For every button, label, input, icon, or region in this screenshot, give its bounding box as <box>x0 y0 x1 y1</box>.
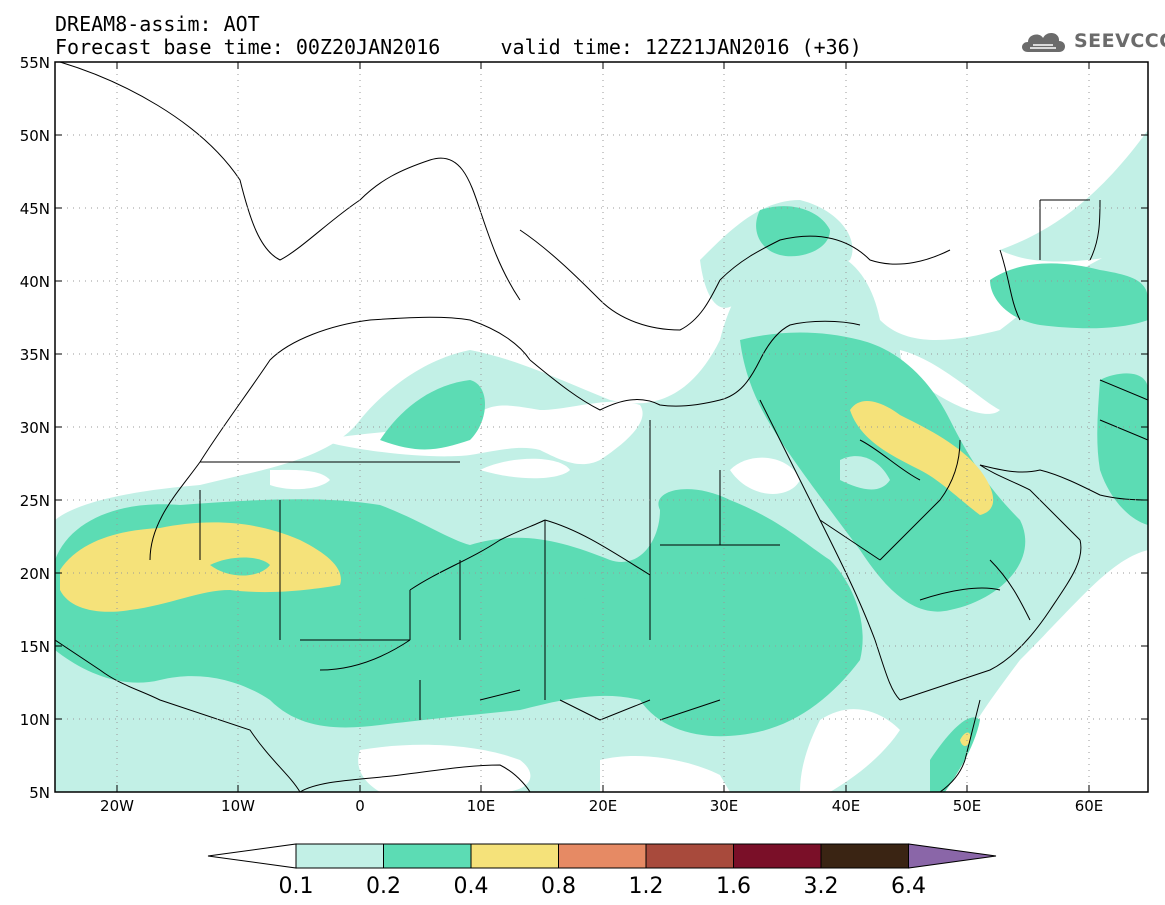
lon-label: 30E <box>710 797 739 815</box>
colorbar-box <box>295 843 384 869</box>
colorbar-box <box>820 843 909 869</box>
aot-high-arabia <box>850 400 994 515</box>
colorbar-box <box>558 843 647 869</box>
colorbar-label: 6.4 <box>891 874 926 899</box>
aot-mid-caspian-east <box>990 263 1148 329</box>
colorbar-label: 1.6 <box>716 874 751 899</box>
colorbar-box <box>383 843 472 869</box>
map-title: DREAM8-assim: AOT <box>55 12 260 36</box>
lat-label: 15N <box>20 638 50 656</box>
lon-label: 10W <box>221 797 255 815</box>
lat-label: 45N <box>20 200 50 218</box>
lon-label: 60E <box>1075 797 1104 815</box>
lat-label: 5N <box>29 784 50 802</box>
aot-mid-iran <box>1097 373 1148 525</box>
colorbar-box <box>645 843 734 869</box>
aot-mid-black-sea <box>756 206 830 257</box>
lon-label: 20E <box>589 797 618 815</box>
colorbar-label: 1.2 <box>629 874 664 899</box>
colorbar-arrow-right <box>908 843 997 869</box>
forecast-time-subtitle: Forecast base time: 00Z20JAN2016 valid t… <box>55 35 862 59</box>
lat-label: 30N <box>20 419 50 437</box>
latitude-labels: 55N 50N 45N 40N 35N 30N 25N 20N 15N 10N … <box>20 54 50 802</box>
lon-label: 10E <box>467 797 496 815</box>
axis-ticks <box>55 61 1148 793</box>
colorbar-box <box>733 843 822 869</box>
lon-label: 20W <box>100 797 134 815</box>
colorbar-label: 3.2 <box>804 874 839 899</box>
seevccc-logo: SEEVCCC <box>1018 26 1165 56</box>
lon-label: 0 <box>355 797 365 815</box>
aot-mid-algeria <box>380 380 485 450</box>
colorbar-label: 0.8 <box>541 874 576 899</box>
colorbar <box>207 843 997 869</box>
cloud-icon <box>1022 32 1065 52</box>
lat-lon-grid <box>55 62 1148 792</box>
lon-label: 50E <box>953 797 982 815</box>
colorbar-label: 0.2 <box>366 874 401 899</box>
aot-field <box>55 130 1148 792</box>
aot-low-caspian <box>1000 130 1148 262</box>
lat-label: 10N <box>20 711 50 729</box>
lat-label: 25N <box>20 492 50 510</box>
logo-text: SEEVCCC <box>1074 30 1165 52</box>
colorbar-labels: 0.1 0.2 0.4 0.8 1.2 1.6 3.2 6.4 <box>279 874 927 899</box>
colorbar-label: 0.4 <box>454 874 489 899</box>
lat-label: 55N <box>20 54 50 72</box>
longitude-labels: 20W 10W 0 10E 20E 30E 40E 50E 60E <box>100 797 1103 815</box>
lat-label: 20N <box>20 565 50 583</box>
coastlines-and-borders <box>55 62 1148 792</box>
lat-label: 40N <box>20 273 50 291</box>
lon-label: 40E <box>832 797 861 815</box>
lat-label: 50N <box>20 127 50 145</box>
colorbar-arrow-left <box>207 843 297 869</box>
colorbar-box <box>470 843 559 869</box>
colorbar-label: 0.1 <box>279 874 314 899</box>
aot-mid-sudan-gap-cover <box>580 596 650 626</box>
lat-label: 35N <box>20 346 50 364</box>
aot-high-sahara-west <box>60 522 341 612</box>
